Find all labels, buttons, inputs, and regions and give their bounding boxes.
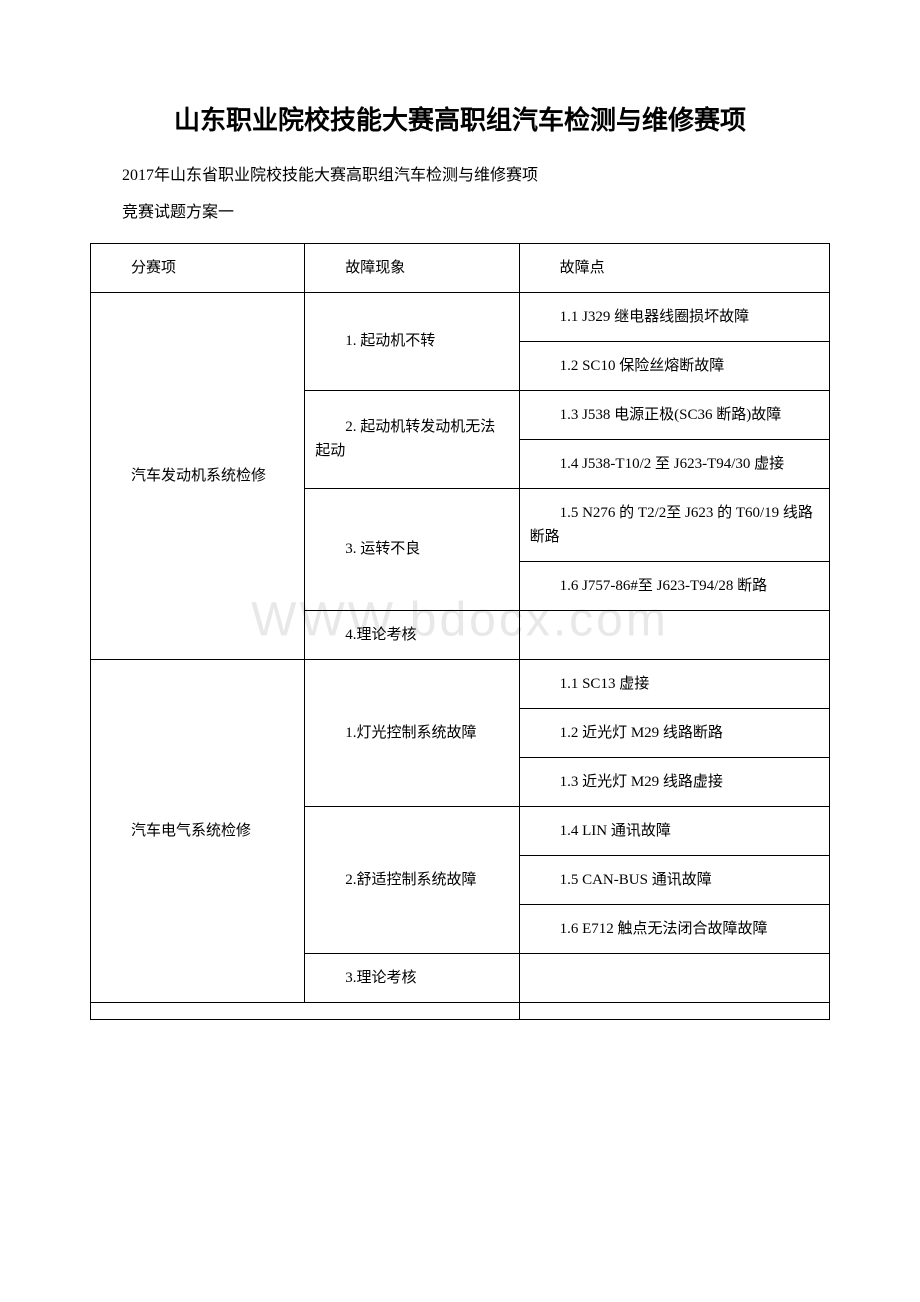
point-cell: 1.2 SC10 保险丝熔断故障 [519,341,829,390]
point-cell: 1.6 E712 触点无法闭合故障故障 [519,904,829,953]
competition-table: 分赛项 故障现象 故障点 汽车发动机系统检修 1. 起动机不转 1.1 J329… [90,243,830,1020]
point-cell: 1.5 CAN-BUS 通讯故障 [519,855,829,904]
header-category: 分赛项 [91,243,305,292]
plan-label-text: 竞赛试题方案一 [90,199,830,228]
empty-cell [91,1002,520,1019]
phenomenon-cell: 3.理论考核 [305,953,519,1002]
point-cell: 1.6 J757-86#至 J623-T94/28 断路 [519,561,829,610]
phenomenon-cell: 4.理论考核 [305,610,519,659]
page-title: 山东职业院校技能大赛高职组汽车检测与维修赛项 [90,100,830,137]
point-cell: 1.3 近光灯 M29 线路虚接 [519,757,829,806]
point-cell: 1.2 近光灯 M29 线路断路 [519,708,829,757]
subtitle-text: 2017年山东省职业院校技能大赛高职组汽车检测与维修赛项 [90,162,830,191]
table-row: 汽车电气系统检修 1.灯光控制系统故障 1.1 SC13 虚接 [91,659,830,708]
table-header-row: 分赛项 故障现象 故障点 [91,243,830,292]
point-cell: 1.1 J329 继电器线圈损坏故障 [519,292,829,341]
category-cell: 汽车发动机系统检修 [91,292,305,659]
phenomenon-cell: 1.灯光控制系统故障 [305,659,519,806]
header-point: 故障点 [519,243,829,292]
point-cell: 1.4 LIN 通讯故障 [519,806,829,855]
phenomenon-cell: 3. 运转不良 [305,488,519,610]
point-cell: 1.4 J538-T10/2 至 J623-T94/30 虚接 [519,439,829,488]
point-cell [519,610,829,659]
point-cell: 1.3 J538 电源正极(SC36 断路)故障 [519,390,829,439]
phenomenon-cell: 2. 起动机转发动机无法起动 [305,390,519,488]
table-row: 汽车发动机系统检修 1. 起动机不转 1.1 J329 继电器线圈损坏故障 [91,292,830,341]
header-phenomenon: 故障现象 [305,243,519,292]
empty-cell [519,1002,829,1019]
point-cell: 1.5 N276 的 T2/2至 J623 的 T60/19 线路断路 [519,488,829,561]
table-row [91,1002,830,1019]
phenomenon-cell: 1. 起动机不转 [305,292,519,390]
point-cell: 1.1 SC13 虚接 [519,659,829,708]
point-cell [519,953,829,1002]
category-cell: 汽车电气系统检修 [91,659,305,1002]
phenomenon-cell: 2.舒适控制系统故障 [305,806,519,953]
